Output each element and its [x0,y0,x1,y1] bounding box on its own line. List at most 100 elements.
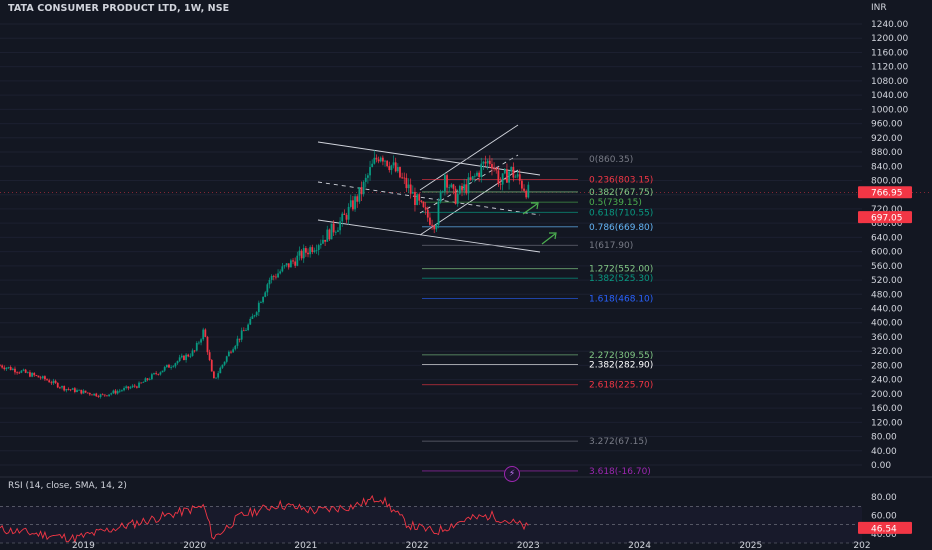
candle-body [270,275,273,280]
candle-body [249,318,252,325]
time-tick-label: 2022 [406,541,429,550]
candle-body [217,373,220,378]
candle-body [347,206,350,220]
candle-body [54,380,57,383]
candle-body [48,380,51,383]
time-tick-label: 2025 [739,541,762,550]
lightning-icon[interactable]: ⚡ [504,466,520,482]
candle-body [315,250,318,251]
last-price-badge [858,186,912,199]
candle-body [486,160,489,164]
candle-body [330,223,333,240]
candle-body [497,170,500,184]
candle-body [386,160,389,167]
time-tick-label: 2021 [294,541,317,550]
candle-body [292,260,294,262]
candle-body [491,164,493,169]
candle-body [135,386,138,388]
candle-body [153,373,155,375]
candle-body [7,366,10,368]
price-tick-label: 1120.00 [871,63,908,73]
fib-level-label: 3.272(67.15) [589,437,648,447]
fib-level-label: 0.236(803.15) [589,175,653,185]
candle-body [35,375,38,377]
candle-body [433,225,436,230]
candle-body [140,382,143,384]
candle-body [39,377,42,379]
candle-body [5,367,8,370]
candle-body [210,360,213,372]
candle-body [206,336,209,353]
candle-body [495,168,498,171]
candle-body [446,175,448,188]
price-tick-label: 240.00 [871,376,903,386]
price-tick-label: 1200.00 [871,34,908,44]
candle-body [50,382,53,384]
candle-body [24,369,27,373]
candle-body [482,161,485,164]
fib-level-label: 0.5(739.15) [589,198,642,208]
candle-body [476,172,478,176]
candle-body [465,184,468,194]
price-tick-label: 840.00 [871,162,903,172]
price-tick-label: 920.00 [871,134,903,144]
candle-body [418,194,421,201]
candle-body [322,239,324,244]
candle-body [16,372,19,374]
candle-body [116,391,119,394]
candle-body [287,263,290,268]
candle-body [319,243,322,246]
rsi-indicator-label[interactable]: RSI (14, close, SMA, 14, 2) [8,481,127,491]
candle-body [439,192,442,202]
candle-body [388,166,391,171]
candle-body [26,372,29,374]
candle-body [268,279,271,285]
candle-body [328,229,331,240]
candle-body [67,389,70,390]
time-tick-label: 2024 [628,541,651,550]
candle-body [29,372,31,377]
candle-body [356,196,359,202]
chart-title: TATA CONSUMER PRODUCT LTD, 1W, NSE [8,3,230,14]
candle-body [121,390,123,392]
candle-body [405,177,408,189]
candle-body [510,166,513,172]
price-tick-label: 880.00 [871,148,903,158]
candle-body [65,389,68,391]
candle-body [525,190,528,198]
candle-body [80,389,83,394]
candle-body [150,374,153,380]
time-axis[interactable]: 2019 2020 2021 2022 2023 2024 2025 202 [72,541,871,550]
price-tick-label: 40.00 [871,447,897,457]
candle-body [294,261,297,266]
fibonacci-extension: 0(860.35) 0.236(803.15) 0.382(767.75)0.5(7… [422,155,653,477]
price-tick-label: 960.00 [871,120,903,130]
candle-body [232,349,235,353]
candle-body [191,350,194,356]
price-axis[interactable]: 1240.00 1200.00 1160.00 1120.00 1080.00 1040.… [858,20,912,471]
price-tick-label: 600.00 [871,248,903,258]
candle-body [266,284,269,293]
candle-body [73,388,76,392]
candle-body [458,185,461,194]
price-tick-label: 440.00 [871,305,903,315]
price-tick-label: 520.00 [871,276,903,286]
arrow-head-lower [549,232,557,240]
candle-body [172,366,175,368]
rsi-value-badge [858,521,912,534]
price-tick-label: 280.00 [871,361,903,371]
price-tick-label: 800.00 [871,176,903,186]
candle-body [230,351,232,353]
candle-body [225,356,228,362]
candle-body [99,394,102,398]
candle-body [257,302,260,313]
candle-body [390,165,393,171]
candle-body [488,160,491,165]
candle-body [480,163,483,177]
candle-body [285,263,288,266]
arrow-head-upper [531,202,539,210]
price-tick-label: 720.00 [871,205,903,215]
